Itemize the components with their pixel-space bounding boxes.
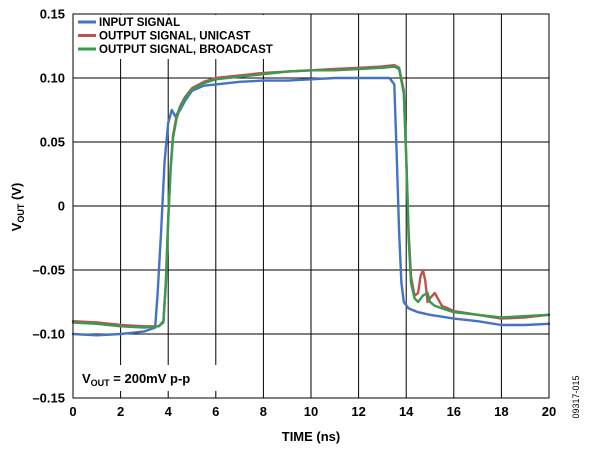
y-tick-label: 0.10 xyxy=(40,71,65,86)
y-axis-title: VOUT (V) xyxy=(9,183,26,232)
annotation-background xyxy=(77,365,255,391)
y-axis-title-main: V xyxy=(9,222,24,231)
series-layer xyxy=(71,63,551,337)
annotation-text: VOUT = 200mV p-p xyxy=(82,371,190,388)
grid xyxy=(73,14,549,398)
annotation-main: V xyxy=(82,371,91,386)
y-tick-label: 0 xyxy=(58,199,65,214)
figure-id: 09317-015 xyxy=(571,375,581,418)
y-tick-label: 0.05 xyxy=(40,135,65,150)
y-tick-label: –0.15 xyxy=(32,391,65,406)
x-tick-label: 2 xyxy=(117,404,124,419)
legend: INPUT SIGNAL OUTPUT SIGNAL, UNICASTOUTPUT… xyxy=(76,15,308,59)
legend-label: OUTPUT SIGNAL, UNICAST xyxy=(99,31,250,43)
x-axis-title: TIME (ns) xyxy=(282,429,341,444)
legend-label: OUTPUT SIGNAL, BROADCAST xyxy=(99,44,273,56)
x-tick-label: 20 xyxy=(542,404,556,419)
x-tick-label: 8 xyxy=(260,404,267,419)
y-axis-title-unit: (V) xyxy=(9,183,24,204)
x-tick-label: 10 xyxy=(304,404,318,419)
annotation-rest: = 200mV p-p xyxy=(110,371,191,386)
x-tick-label: 6 xyxy=(212,404,219,419)
series-line-3 xyxy=(71,65,551,329)
y-tick-label: 0.15 xyxy=(40,7,65,22)
x-tick-label: 16 xyxy=(447,404,461,419)
y-tick-label: –0.05 xyxy=(32,263,65,278)
annotation-box: VOUT = 200mV p-p xyxy=(77,365,255,391)
x-tick-label: 14 xyxy=(399,404,414,419)
annotation-sub: OUT xyxy=(91,378,111,388)
series-line-1 xyxy=(71,76,551,337)
y-axis-title-sub: OUT xyxy=(16,203,26,223)
x-tick-label: 12 xyxy=(351,404,365,419)
plot-frame xyxy=(72,13,550,399)
x-tick-label: 18 xyxy=(494,404,508,419)
legend-label: INPUT SIGNAL xyxy=(99,17,180,29)
y-tick-labels: 0.15 0.10 0.05 0 –0.05 –0.10 –0.15 xyxy=(32,7,65,406)
x-tick-label: 4 xyxy=(165,404,173,419)
x-tick-labels: 0 2 4 6 8 10 12 14 16 18 20 xyxy=(69,404,556,419)
x-tick-label: 0 xyxy=(69,404,76,419)
legend-background xyxy=(76,15,308,59)
y-tick-label: –0.10 xyxy=(32,327,65,342)
